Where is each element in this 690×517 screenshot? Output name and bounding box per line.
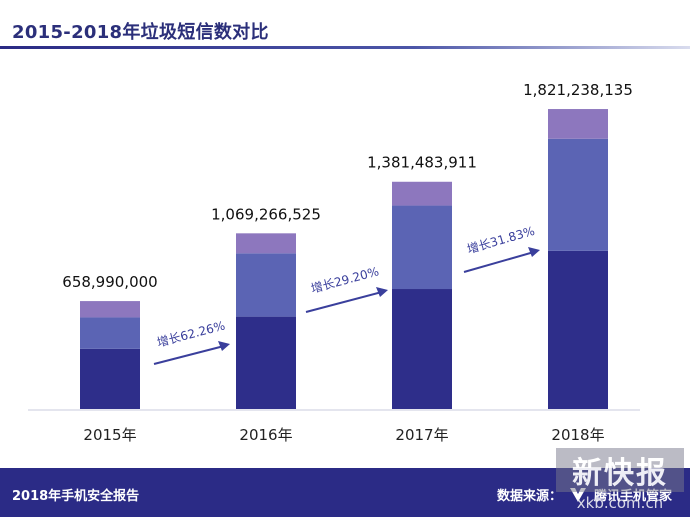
bar-3-segment-top — [392, 181, 452, 206]
watermark-logo: 新快报 xkb.com.cn — [556, 448, 684, 512]
title-divider — [0, 46, 690, 49]
growth-arrow-head-1 — [218, 341, 230, 351]
report-label: 2018年手机安全报告 — [12, 489, 140, 504]
growth-label-3: 增长31.83% — [465, 224, 536, 257]
source-label: 数据来源： — [496, 489, 562, 504]
value-labels: 658,990,000 1,069,266,525 1,381,483,911 1,8… — [62, 81, 633, 291]
chart-title: 2015-2018年垃圾短信数对比 — [12, 22, 269, 43]
growth-label-1: 增长62.26% — [155, 319, 226, 350]
bar-3-segment-middle — [392, 205, 452, 290]
x-tick-label-2: 2016年 — [239, 426, 292, 444]
value-label-1: 658,990,000 — [62, 273, 157, 291]
bar-2-segment-middle — [236, 253, 296, 317]
watermark-sub: xkb.com.cn — [576, 494, 664, 512]
growth-arrow-line-1 — [153, 345, 225, 365]
bar-4-segment-middle — [548, 138, 608, 251]
growth-arrow-head-3 — [528, 247, 540, 257]
bar-chart: 2015年 2016年 2017年 2018年 658,990,000 1,069,26… — [28, 81, 640, 444]
bar-1-segment-top — [80, 301, 140, 318]
bar-4-segment-bottom — [548, 250, 608, 410]
x-tick-label-1: 2015年 — [83, 426, 136, 444]
x-tick-label-3: 2017年 — [395, 426, 448, 444]
value-label-4: 1,821,238,135 — [523, 81, 633, 99]
bar-1-segment-middle — [80, 317, 140, 349]
watermark-main: 新快报 — [556, 448, 684, 492]
x-tick-labels: 2015年 2016年 2017年 2018年 — [83, 426, 604, 444]
growth-arrows: 增长62.26% 增长29.20% 增长31.83% — [153, 224, 540, 365]
growth-arrow-line-3 — [463, 251, 535, 273]
bar-2-segment-top — [236, 233, 296, 254]
value-label-2: 1,069,266,525 — [211, 205, 321, 223]
bar-2-segment-bottom — [236, 316, 296, 410]
growth-arrow-head-2 — [376, 287, 388, 297]
x-tick-label-4: 2018年 — [551, 426, 604, 444]
growth-label-2: 增长29.20% — [309, 264, 380, 296]
bar-4-segment-top — [548, 109, 608, 139]
bar-3-segment-bottom — [392, 289, 452, 410]
bar-1-segment-bottom — [80, 348, 140, 410]
source-name: 腾讯手机管家 — [593, 489, 672, 504]
growth-arrow-line-2 — [305, 291, 383, 313]
bars-group — [80, 109, 608, 410]
value-label-3: 1,381,483,911 — [367, 154, 477, 172]
